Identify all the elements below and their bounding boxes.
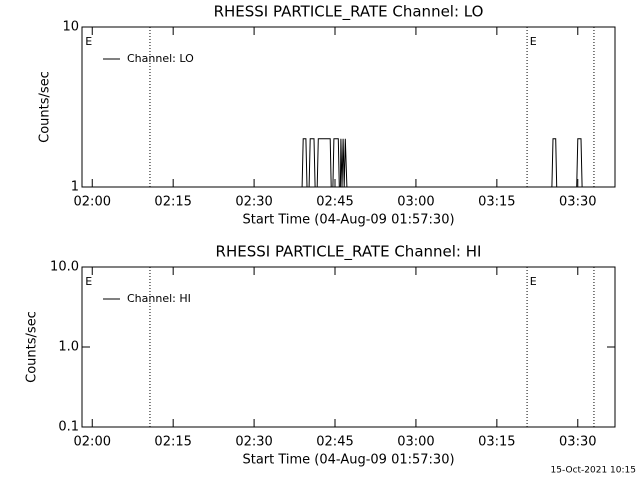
plot-frame	[81, 26, 616, 188]
x-tick-label: 02:45	[316, 195, 353, 210]
x-tick-label: 02:15	[154, 195, 191, 210]
x-tick-label: 02:00	[74, 195, 111, 210]
x-tick-label: 03:00	[397, 435, 434, 450]
y-axis-label: Counts/sec	[38, 71, 53, 143]
x-tick-label: 03:15	[478, 435, 515, 450]
legend-label: Channel: LO	[127, 52, 194, 65]
y-tick-label: 10.0	[50, 260, 79, 275]
x-tick-label: 03:00	[397, 195, 434, 210]
data-line	[92, 138, 596, 188]
annotation: E	[85, 275, 92, 288]
y-tick-label: 10	[62, 20, 79, 35]
x-tick-label: 02:45	[316, 435, 353, 450]
y-tick-label: 1.0	[58, 340, 79, 355]
x-tick-label: 03:30	[559, 435, 596, 450]
x-tick-label: 02:30	[235, 195, 272, 210]
annotation: E	[530, 275, 537, 288]
annotation: E	[85, 35, 92, 48]
x-tick-label: 02:15	[154, 435, 191, 450]
chart-title: RHESSI PARTICLE_RATE Channel: LO	[214, 3, 484, 22]
x-tick-label: 02:30	[235, 435, 272, 450]
x-tick-label: 03:15	[478, 195, 515, 210]
annotation: E	[530, 35, 537, 48]
legend-label: Channel: HI	[127, 292, 191, 305]
x-axis-label: Start Time (04-Aug-09 01:57:30)	[242, 453, 454, 468]
x-axis-label: Start Time (04-Aug-09 01:57:30)	[242, 213, 454, 228]
x-tick-label: 03:30	[559, 195, 596, 210]
plot-frame	[81, 266, 616, 428]
y-tick-label: 0.1	[58, 420, 79, 435]
timestamp: 15-Oct-2021 10:15	[551, 466, 636, 476]
y-tick-label: 1	[71, 180, 79, 195]
y-axis-label: Counts/sec	[25, 311, 40, 383]
x-tick-label: 02:00	[74, 435, 111, 450]
chart-title: RHESSI PARTICLE_RATE Channel: HI	[216, 243, 482, 262]
